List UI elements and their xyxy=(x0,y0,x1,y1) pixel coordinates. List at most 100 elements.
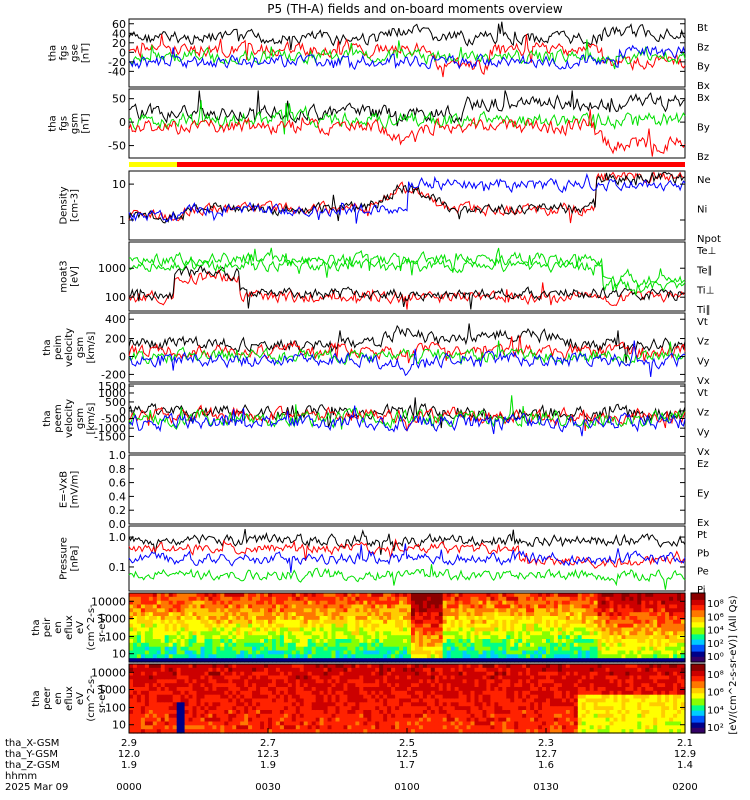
spectrogram-cell xyxy=(196,717,202,723)
spectrogram-cell xyxy=(156,604,162,609)
spectrogram-cell xyxy=(236,635,241,640)
spectrogram-cell xyxy=(530,654,535,659)
spectrogram-cell xyxy=(208,596,213,602)
spectrogram-cell xyxy=(438,694,444,700)
spectrogram-cell xyxy=(256,619,261,625)
spectrogram-cell xyxy=(232,679,237,684)
spectrogram-cell xyxy=(593,616,599,621)
spectrogram-cell xyxy=(220,664,225,669)
spectrogram-cell xyxy=(164,706,170,711)
spectrogram-cell xyxy=(561,717,567,723)
spectrogram-cell xyxy=(176,717,182,723)
spectrogram-cell xyxy=(232,635,237,640)
spectrogram-cell xyxy=(581,717,587,723)
spectrogram-cell xyxy=(542,729,547,734)
spectrogram-cell xyxy=(426,729,432,734)
spectrogram-cell xyxy=(180,671,186,677)
spectrogram-cell xyxy=(371,713,376,719)
spectrogram-cell xyxy=(363,667,368,673)
spectrogram-cell xyxy=(180,679,186,684)
spectrogram-cell xyxy=(617,619,623,625)
spectrogram-cell xyxy=(597,619,603,625)
spectrogram-cell xyxy=(192,713,198,719)
spectrogram-cell xyxy=(252,717,257,723)
spectrogram-cell xyxy=(422,710,428,715)
spectrogram-cell xyxy=(315,683,321,688)
spectrogram-cell xyxy=(561,664,567,669)
spectrogram-cell xyxy=(248,623,253,629)
spectrogram-cell xyxy=(581,694,587,700)
spectrogram-cell xyxy=(677,658,682,663)
spectrogram-cell xyxy=(315,706,321,711)
spectrogram-cell xyxy=(411,627,416,632)
spectrogram-cell xyxy=(164,690,170,696)
spectrogram-cell xyxy=(637,616,642,621)
spectrogram-cell xyxy=(136,635,142,640)
spectrogram-cell xyxy=(371,604,376,609)
spectrogram-cell xyxy=(232,608,237,613)
spectrogram-cell xyxy=(152,725,158,730)
spectrogram-cell xyxy=(418,683,424,688)
spectrogram-cell xyxy=(446,635,452,640)
spectrogram-cell xyxy=(502,687,507,692)
spectrogram-cell xyxy=(156,631,162,636)
spectrogram-cell xyxy=(442,694,448,700)
spectrogram-cell xyxy=(256,631,261,636)
spectrogram-cell xyxy=(272,706,277,711)
spectrogram-cell xyxy=(331,702,337,707)
spectrogram-cell xyxy=(351,593,356,598)
spectrogram-cell xyxy=(260,702,265,707)
spectrogram-cell xyxy=(140,683,146,688)
spectrogram-cell xyxy=(395,616,400,621)
spectrogram-cell xyxy=(478,616,484,621)
spectrogram-cell xyxy=(291,706,297,711)
spectrogram-cell xyxy=(530,631,535,636)
spectrogram-cell xyxy=(371,729,376,734)
spectrogram-cell xyxy=(665,593,670,598)
spectrogram-cell xyxy=(426,706,432,711)
spectrogram-cell xyxy=(299,631,305,636)
spectrogram-cell xyxy=(164,698,170,703)
spectrogram-cell xyxy=(641,646,646,652)
spectrogram-cell xyxy=(347,650,352,655)
spectrogram-cell xyxy=(553,698,559,703)
series-bz-line xyxy=(128,109,686,157)
spectrogram-cell xyxy=(279,608,285,613)
spectrogram-cell xyxy=(569,725,575,730)
spectrogram-cell xyxy=(681,654,686,659)
spectrogram-cell xyxy=(180,694,186,700)
spectrogram-cell xyxy=(184,631,190,636)
spectrogram-cell xyxy=(339,604,345,609)
spectrogram-cell xyxy=(176,671,182,677)
spectrogram-cell xyxy=(343,683,349,688)
spectrogram-cell xyxy=(593,642,599,648)
spectrogram-cell xyxy=(244,619,249,625)
spectrogram-cell xyxy=(152,698,158,703)
spectrogram-cell xyxy=(557,612,563,617)
spectrogram-cell xyxy=(188,650,194,655)
spectrogram-cell xyxy=(498,683,503,688)
spectrogram-cell xyxy=(176,658,182,663)
y-axis-label: peem xyxy=(53,404,64,432)
spectrogram-cell xyxy=(196,702,202,707)
spectrogram-cell xyxy=(597,612,603,617)
spectrogram-cell xyxy=(605,604,611,609)
spectrogram-cell xyxy=(506,690,511,696)
spectrogram-cell xyxy=(387,706,392,711)
spectrogram-cell xyxy=(490,667,495,673)
spectrogram-cell xyxy=(585,619,591,625)
spectrogram-cell xyxy=(148,679,154,684)
spectrogram-cell xyxy=(208,683,213,688)
spectrogram-cell xyxy=(669,650,674,655)
spectrogram-cell xyxy=(236,608,241,613)
spectrogram-cell xyxy=(510,698,515,703)
spectrogram-cell xyxy=(164,710,170,715)
spectrogram-cell xyxy=(351,717,356,723)
legend-pe: Pe xyxy=(697,567,709,578)
spectrogram-cell xyxy=(200,623,206,629)
spectrogram-cell xyxy=(506,639,511,644)
spectrogram-cell xyxy=(565,600,571,606)
spectrogram-cell xyxy=(196,627,202,632)
spectrogram-cell xyxy=(502,717,507,723)
spectrogram-cell xyxy=(434,612,440,617)
